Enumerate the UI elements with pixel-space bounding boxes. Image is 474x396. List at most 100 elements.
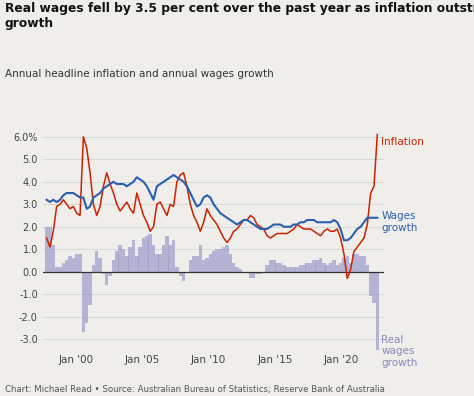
Bar [58,267,62,272]
Bar [142,238,145,272]
Bar [65,261,68,272]
Bar [78,254,82,272]
Bar [375,272,379,355]
Bar [222,247,226,272]
Bar [352,254,356,272]
Bar [175,267,179,272]
Bar [265,265,269,272]
Bar [289,267,292,272]
Bar [128,247,132,272]
Text: Chart: Michael Read • Source: Australian Bureau of Statistics; Reserve Bank of A: Chart: Michael Read • Source: Australian… [5,385,384,394]
Bar [95,251,99,272]
Bar [55,267,58,272]
Bar [322,263,326,272]
Bar [68,256,72,272]
Text: Inflation: Inflation [381,137,424,147]
Bar [235,267,239,272]
Bar [302,265,306,272]
Bar [356,254,359,272]
Bar [192,256,195,272]
Bar [232,263,236,272]
Text: Real wages fell by 3.5 per cent over the past year as inflation outstripped wage: Real wages fell by 3.5 per cent over the… [5,2,474,30]
Bar [342,258,346,272]
Bar [255,272,259,274]
Bar [72,258,75,272]
Bar [152,245,155,272]
Text: Real
wages
growth: Real wages growth [381,335,418,368]
Bar [369,272,373,297]
Bar [332,261,336,272]
Bar [182,272,185,281]
Bar [365,265,369,272]
Bar [275,263,279,272]
Bar [362,256,366,272]
Bar [138,247,142,272]
Bar [309,263,312,272]
Bar [249,272,252,278]
Bar [225,245,229,272]
Bar [292,267,296,272]
Bar [102,272,105,274]
Bar [339,263,342,272]
Bar [219,249,222,272]
Bar [269,261,272,272]
Bar [158,254,162,272]
Bar [179,272,182,276]
Bar [212,251,215,272]
Bar [305,263,309,272]
Bar [88,272,92,305]
Bar [145,236,148,272]
Bar [329,263,332,272]
Bar [205,258,209,272]
Bar [48,227,52,272]
Bar [172,240,175,272]
Bar [85,272,89,324]
Bar [155,254,159,272]
Bar [148,234,152,272]
Bar [202,261,205,272]
Bar [326,265,329,272]
Bar [168,245,172,272]
Bar [132,240,135,272]
Bar [199,245,202,272]
Bar [316,261,319,272]
Bar [238,270,242,272]
Bar [162,245,165,272]
Bar [312,261,316,272]
Bar [279,263,282,272]
Bar [115,251,118,272]
Bar [372,272,376,303]
Bar [215,249,219,272]
Bar [98,258,102,272]
Bar [285,267,289,272]
Bar [299,265,302,272]
Bar [209,254,212,272]
Bar [189,261,192,272]
Bar [109,272,112,276]
Bar [195,256,199,272]
Text: Annual headline inflation and annual wages growth: Annual headline inflation and annual wag… [5,69,273,79]
Bar [349,263,352,272]
Bar [346,256,349,272]
Bar [45,227,48,272]
Bar [336,265,339,272]
Bar [118,245,122,272]
Bar [359,256,362,272]
Bar [62,263,65,272]
Bar [112,261,115,272]
Bar [165,236,169,272]
Bar [52,245,55,272]
Bar [282,265,285,272]
Bar [82,272,85,333]
Bar [122,249,125,272]
Bar [105,272,109,285]
Bar [272,261,275,272]
Bar [259,272,262,274]
Bar [135,256,138,272]
Bar [125,256,128,272]
Bar [319,258,322,272]
Bar [252,272,255,278]
Bar [295,267,299,272]
Bar [228,254,232,272]
Bar [75,254,78,272]
